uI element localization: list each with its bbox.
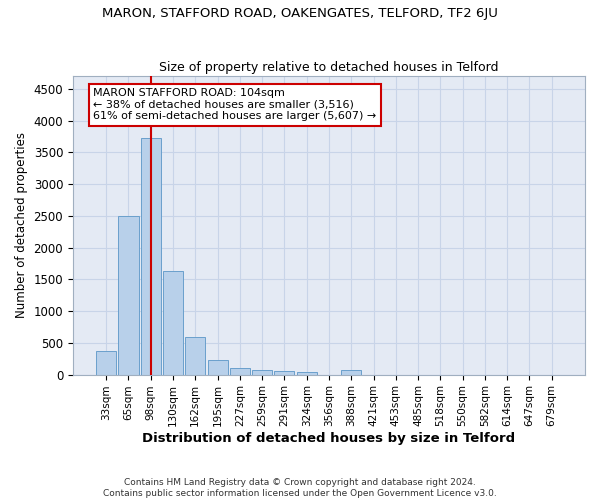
Bar: [141, 138, 161, 374]
Bar: [296, 372, 317, 374]
Bar: [118, 216, 139, 374]
Y-axis label: Number of detached properties: Number of detached properties: [15, 132, 28, 318]
Title: Size of property relative to detached houses in Telford: Size of property relative to detached ho…: [159, 60, 499, 74]
Text: MARON STAFFORD ROAD: 104sqm
← 38% of detached houses are smaller (3,516)
61% of : MARON STAFFORD ROAD: 104sqm ← 38% of det…: [94, 88, 377, 121]
Text: Contains HM Land Registry data © Crown copyright and database right 2024.
Contai: Contains HM Land Registry data © Crown c…: [103, 478, 497, 498]
Text: MARON, STAFFORD ROAD, OAKENGATES, TELFORD, TF2 6JU: MARON, STAFFORD ROAD, OAKENGATES, TELFOR…: [102, 8, 498, 20]
Bar: [163, 271, 183, 374]
Bar: [185, 337, 205, 374]
Bar: [274, 371, 295, 374]
Bar: [230, 368, 250, 374]
Bar: [208, 360, 227, 374]
Bar: [96, 351, 116, 374]
Bar: [252, 370, 272, 374]
Bar: [341, 370, 361, 374]
X-axis label: Distribution of detached houses by size in Telford: Distribution of detached houses by size …: [142, 432, 515, 445]
